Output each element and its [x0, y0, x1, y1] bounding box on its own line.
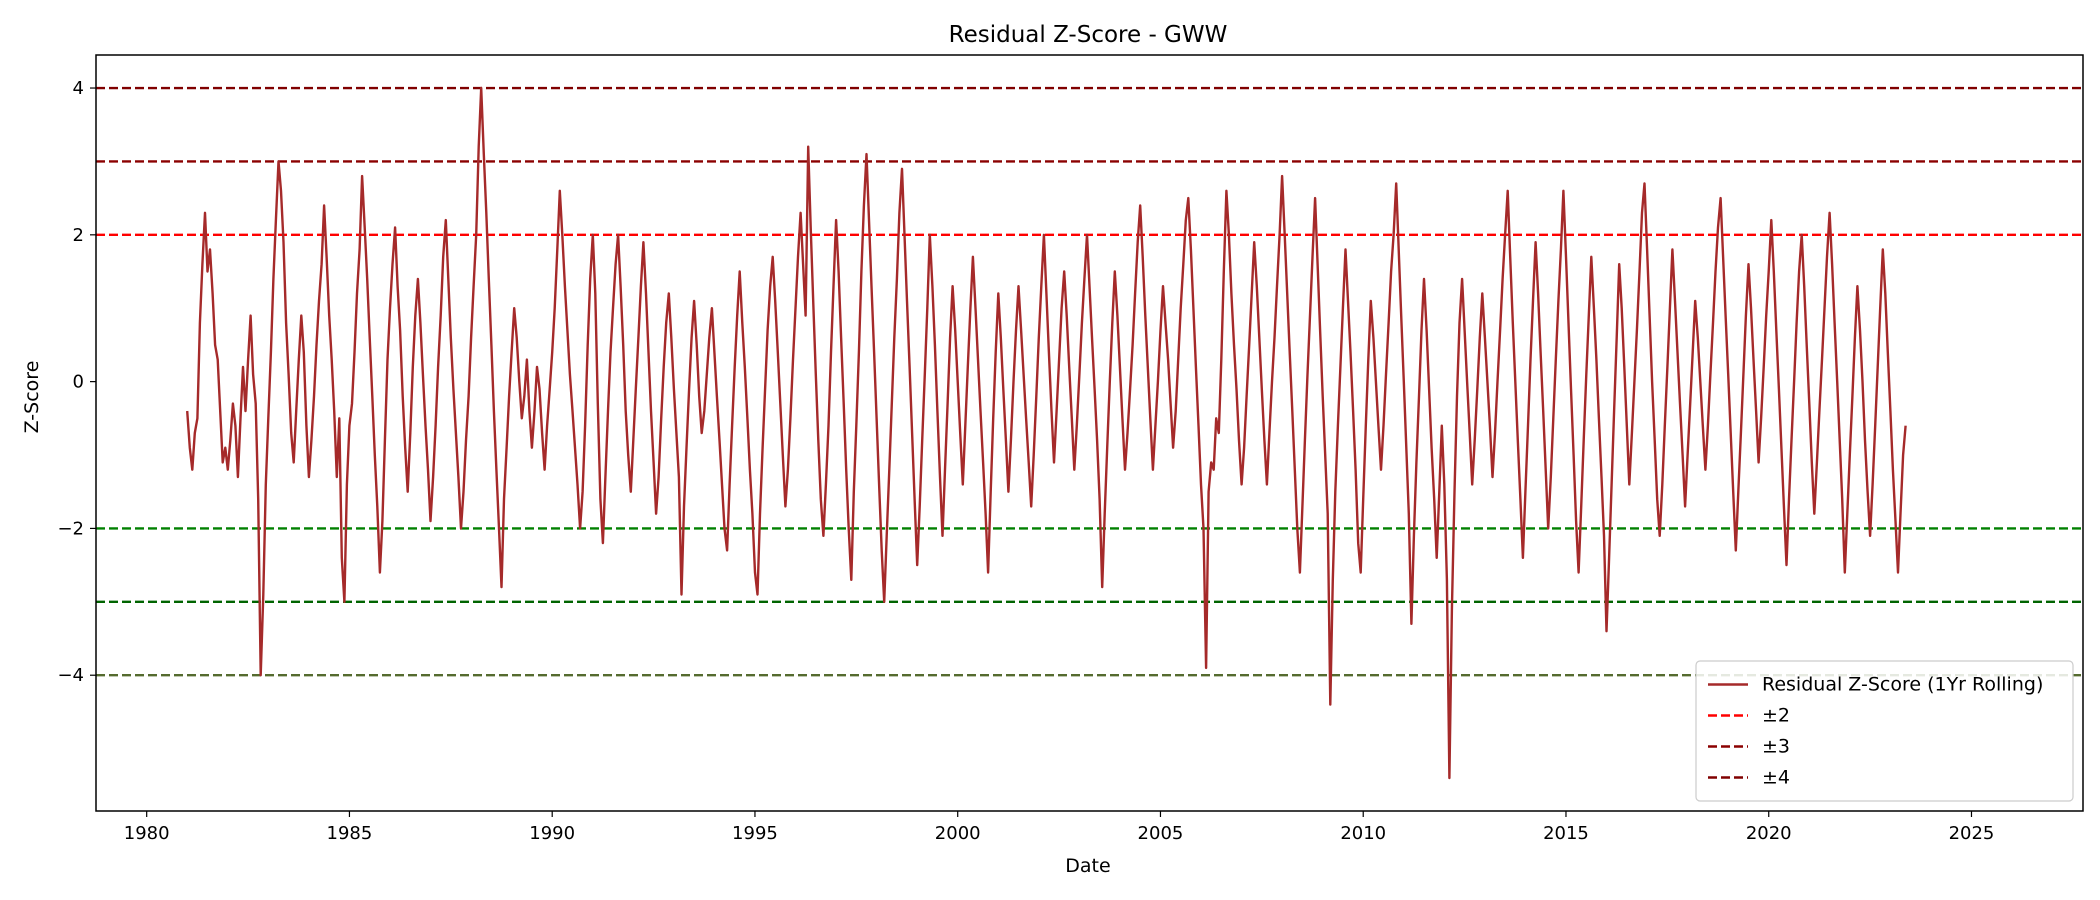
legend-label: ±4: [1762, 767, 1790, 789]
legend-label: ±2: [1762, 705, 1790, 727]
y-tick-label: 0: [73, 372, 84, 393]
x-tick-label: 1990: [529, 823, 575, 844]
y-tick-label: −4: [57, 665, 84, 686]
x-tick-label: 1985: [327, 823, 373, 844]
x-tick-label: 2020: [1746, 823, 1792, 844]
x-tick-label: 2025: [1949, 823, 1995, 844]
series-layer: [186, 86, 1907, 780]
legend-label: ±3: [1762, 736, 1790, 758]
legend: Residual Z-Score (1Yr Rolling) ±2 ±3 ±4: [1695, 660, 2074, 802]
x-tick-label: 1980: [124, 823, 170, 844]
series-line-0: [186, 86, 1907, 780]
x-tick-label: 2000: [935, 823, 981, 844]
x-tick-label: 2005: [1138, 823, 1184, 844]
axes: 1980 1985 1990 1995 2000 2005 2010 2015 2020 2025…: [57, 54, 2084, 844]
plot-frame: [95, 54, 2084, 812]
y-tick-label: −2: [57, 518, 84, 539]
x-tick-label: 2010: [1340, 823, 1386, 844]
y-tick-label: 4: [73, 78, 84, 99]
y-tick-label: 2: [73, 225, 84, 246]
legend-label: Residual Z-Score (1Yr Rolling): [1762, 674, 2043, 696]
x-tick-label: 1995: [732, 823, 778, 844]
x-tick-label: 2015: [1543, 823, 1589, 844]
x-axis-label: Date: [1065, 855, 1110, 877]
legend-box: [1695, 660, 2074, 802]
chart-title: Residual Z-Score - GWW: [949, 22, 1228, 48]
y-axis-label: Z-Score: [21, 361, 43, 434]
